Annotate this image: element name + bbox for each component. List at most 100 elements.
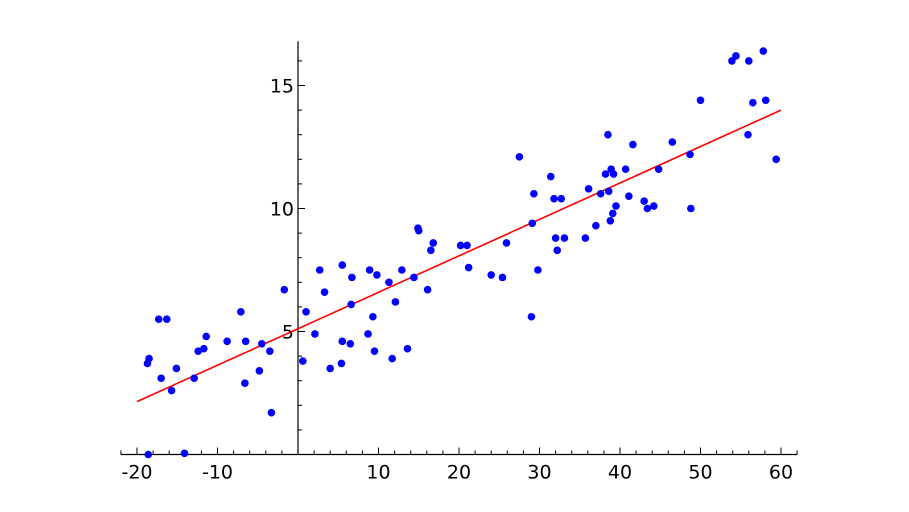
data-point bbox=[530, 189, 538, 198]
data-point bbox=[302, 308, 310, 316]
data-point bbox=[686, 150, 694, 159]
data-point bbox=[744, 130, 752, 139]
data-point bbox=[338, 337, 347, 346]
data-point bbox=[608, 209, 617, 218]
x-tick-label: 10 bbox=[366, 462, 390, 484]
y-tick-label: 10 bbox=[270, 199, 294, 221]
data-point bbox=[167, 386, 176, 395]
data-point bbox=[557, 194, 566, 203]
data-point bbox=[456, 241, 465, 250]
data-point bbox=[604, 130, 612, 139]
y-tick-label: 15 bbox=[270, 76, 294, 98]
data-point bbox=[423, 285, 432, 294]
data-point bbox=[154, 315, 163, 324]
data-point bbox=[498, 273, 507, 282]
data-point bbox=[643, 204, 652, 213]
data-point bbox=[629, 140, 637, 149]
data-point bbox=[255, 367, 264, 375]
data-point bbox=[241, 379, 249, 387]
data-point bbox=[527, 312, 536, 321]
x-tick-label: 60 bbox=[769, 462, 793, 484]
data-point bbox=[410, 273, 418, 282]
data-point bbox=[463, 241, 471, 250]
data-point bbox=[534, 266, 542, 274]
data-point bbox=[601, 170, 610, 178]
data-point bbox=[429, 239, 438, 247]
data-point bbox=[299, 357, 307, 365]
data-point bbox=[145, 354, 153, 363]
data-point bbox=[606, 217, 615, 225]
data-point bbox=[144, 450, 153, 459]
data-point bbox=[370, 347, 379, 355]
x-tick-label: 40 bbox=[608, 462, 632, 484]
data-point bbox=[553, 246, 562, 255]
data-point bbox=[202, 332, 211, 341]
data-point bbox=[365, 266, 374, 274]
data-point bbox=[223, 337, 231, 346]
data-point bbox=[487, 271, 496, 279]
data-point bbox=[190, 374, 198, 383]
data-point bbox=[385, 278, 393, 287]
data-point bbox=[369, 312, 377, 321]
x-tick-label: -10 bbox=[202, 462, 233, 484]
data-point bbox=[732, 52, 740, 60]
data-point bbox=[180, 449, 189, 458]
data-point bbox=[502, 239, 511, 247]
data-point bbox=[621, 165, 630, 173]
data-point bbox=[311, 330, 319, 338]
data-point bbox=[427, 246, 435, 255]
data-point bbox=[320, 288, 329, 296]
data-point bbox=[609, 170, 618, 178]
data-point bbox=[257, 340, 266, 348]
data-point bbox=[687, 204, 695, 213]
ticks: -20-1010203040506051015 bbox=[120, 60, 798, 484]
data-point bbox=[745, 57, 753, 65]
data-point bbox=[414, 226, 423, 235]
x-tick-label: 20 bbox=[447, 462, 471, 484]
data-point bbox=[528, 219, 537, 228]
data-point bbox=[347, 300, 355, 309]
data-point bbox=[388, 354, 396, 363]
data-point bbox=[373, 271, 381, 279]
data-point bbox=[759, 47, 768, 55]
data-point bbox=[157, 374, 165, 383]
data-point bbox=[315, 266, 324, 274]
data-points bbox=[143, 47, 780, 459]
data-point bbox=[560, 234, 569, 242]
data-point bbox=[266, 347, 274, 355]
data-point bbox=[391, 298, 400, 306]
fit-line bbox=[136, 109, 782, 403]
data-point bbox=[338, 261, 347, 269]
data-point bbox=[337, 359, 346, 368]
data-point bbox=[625, 192, 633, 200]
x-tick-label: 30 bbox=[527, 462, 551, 484]
data-point bbox=[172, 364, 181, 373]
data-point bbox=[398, 266, 406, 274]
x-tick-label: -20 bbox=[121, 462, 152, 484]
data-point bbox=[550, 194, 558, 203]
data-point bbox=[604, 187, 613, 196]
data-point bbox=[696, 96, 705, 105]
data-point bbox=[464, 263, 473, 272]
data-point bbox=[346, 340, 355, 348]
data-point bbox=[403, 344, 412, 353]
data-point bbox=[612, 202, 620, 210]
data-point bbox=[640, 197, 648, 205]
data-point bbox=[515, 153, 524, 161]
data-point bbox=[581, 234, 590, 242]
data-point bbox=[267, 408, 276, 417]
data-point bbox=[364, 330, 372, 338]
data-point bbox=[326, 364, 335, 373]
data-point bbox=[280, 285, 289, 294]
data-point bbox=[237, 308, 245, 316]
data-point bbox=[546, 172, 555, 181]
data-point bbox=[551, 234, 560, 242]
data-point bbox=[584, 185, 593, 193]
data-point bbox=[162, 315, 171, 324]
data-point bbox=[200, 344, 208, 353]
data-point bbox=[654, 165, 663, 173]
data-point bbox=[241, 337, 250, 346]
regression-line bbox=[136, 109, 782, 403]
data-point bbox=[749, 98, 757, 107]
